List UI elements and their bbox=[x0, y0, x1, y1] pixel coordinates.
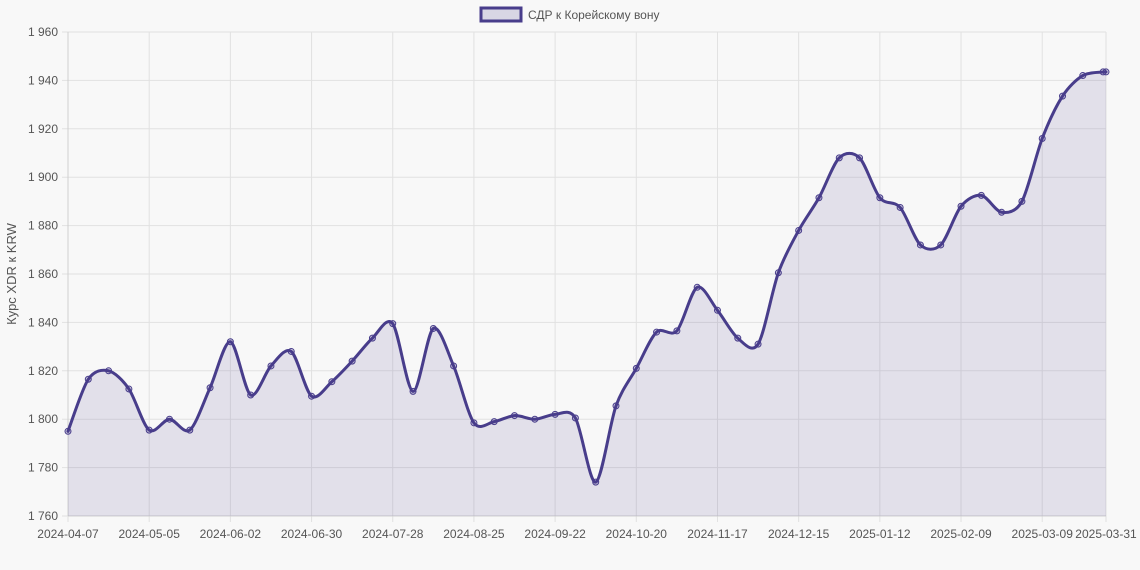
x-tick-label: 2025-02-09 bbox=[930, 527, 992, 541]
x-tick-label: 2025-03-31 bbox=[1075, 527, 1137, 541]
data-point[interactable] bbox=[125, 385, 133, 393]
data-point[interactable] bbox=[774, 269, 782, 277]
data-point[interactable] bbox=[531, 415, 539, 423]
x-tick-label: 2024-08-25 bbox=[443, 527, 505, 541]
data-point[interactable] bbox=[896, 203, 904, 211]
data-point[interactable] bbox=[145, 426, 153, 434]
data-point[interactable] bbox=[1059, 92, 1067, 100]
data-point[interactable] bbox=[713, 306, 721, 314]
y-tick-label: 1 840 bbox=[28, 315, 58, 329]
x-axis-ticks: 2024-04-07 2024-05-05 2024-06-02 2024-06-30… bbox=[37, 527, 1137, 541]
data-point[interactable] bbox=[693, 283, 701, 291]
legend-swatch[interactable] bbox=[479, 6, 523, 23]
data-point[interactable] bbox=[328, 378, 336, 386]
x-tick-label: 2024-11-17 bbox=[687, 527, 748, 541]
y-tick-label: 1 760 bbox=[28, 509, 58, 523]
data-point[interactable] bbox=[247, 391, 255, 399]
data-point[interactable] bbox=[998, 208, 1006, 216]
data-point[interactable] bbox=[632, 364, 640, 372]
y-axis-title: Курс XDR к KRW bbox=[4, 222, 19, 324]
data-point[interactable] bbox=[1102, 68, 1110, 76]
y-tick-label: 1 800 bbox=[28, 412, 58, 426]
y-tick-label: 1 920 bbox=[28, 122, 58, 136]
x-tick-label: 2024-06-30 bbox=[281, 527, 343, 541]
data-point[interactable] bbox=[876, 194, 884, 202]
x-tick-label: 2025-01-12 bbox=[849, 527, 911, 541]
y-tick-label: 1 940 bbox=[28, 73, 58, 87]
data-point[interactable] bbox=[308, 392, 316, 400]
x-tick-label: 2024-12-15 bbox=[768, 527, 830, 541]
data-point[interactable] bbox=[206, 384, 214, 392]
x-tick-label: 2024-05-05 bbox=[118, 527, 180, 541]
y-axis-ticks: 1 760 1 780 1 800 1 820 1 840 1 860 1 880 1 900… bbox=[28, 25, 58, 523]
data-point[interactable] bbox=[734, 334, 742, 342]
data-point[interactable] bbox=[916, 241, 924, 249]
data-point[interactable] bbox=[511, 412, 519, 420]
data-point[interactable] bbox=[937, 241, 945, 249]
data-point[interactable] bbox=[450, 362, 458, 370]
data-point[interactable] bbox=[957, 202, 965, 210]
data-point[interactable] bbox=[653, 328, 661, 336]
data-point[interactable] bbox=[754, 340, 762, 348]
y-tick-label: 1 960 bbox=[28, 25, 58, 39]
data-point[interactable] bbox=[592, 478, 600, 486]
x-tick-label: 2024-07-28 bbox=[362, 527, 424, 541]
data-point[interactable] bbox=[226, 338, 234, 346]
data-point[interactable] bbox=[490, 418, 498, 426]
data-point[interactable] bbox=[186, 426, 194, 434]
data-point[interactable] bbox=[287, 347, 295, 355]
data-point[interactable] bbox=[368, 334, 376, 342]
legend-label[interactable]: СДР к Корейскому вону bbox=[528, 8, 659, 22]
data-point[interactable] bbox=[165, 415, 173, 423]
area-fill bbox=[68, 71, 1106, 517]
data-point[interactable] bbox=[409, 387, 417, 395]
data-point[interactable] bbox=[1018, 197, 1026, 205]
data-point[interactable] bbox=[835, 154, 843, 162]
data-point[interactable] bbox=[977, 191, 985, 199]
series-line bbox=[66, 70, 1108, 484]
data-point[interactable] bbox=[105, 367, 113, 375]
data-point[interactable] bbox=[815, 194, 823, 202]
y-tick-label: 1 780 bbox=[28, 461, 58, 475]
data-point[interactable] bbox=[551, 410, 559, 418]
data-point[interactable] bbox=[429, 324, 437, 332]
y-tick-label: 1 860 bbox=[28, 267, 58, 281]
x-tick-label: 2024-09-22 bbox=[524, 527, 586, 541]
data-point[interactable] bbox=[673, 327, 681, 335]
data-point[interactable] bbox=[612, 402, 620, 410]
data-points bbox=[64, 68, 1110, 486]
x-tick-label: 2024-04-07 bbox=[37, 527, 99, 541]
data-point[interactable] bbox=[64, 427, 72, 435]
x-tick-label: 2024-06-02 bbox=[200, 527, 262, 541]
data-point[interactable] bbox=[795, 226, 803, 234]
x-tick-label: 2025-03-09 bbox=[1012, 527, 1074, 541]
data-point[interactable] bbox=[84, 375, 92, 383]
grid bbox=[62, 31, 1107, 522]
data-point[interactable] bbox=[348, 357, 356, 365]
data-point[interactable] bbox=[1038, 134, 1046, 142]
data-point[interactable] bbox=[389, 320, 397, 328]
y-tick-label: 1 880 bbox=[28, 219, 58, 233]
data-point[interactable] bbox=[470, 419, 478, 427]
series-area bbox=[68, 71, 1106, 517]
data-point[interactable] bbox=[267, 362, 275, 370]
data-point[interactable] bbox=[571, 414, 579, 422]
x-tick-label: 2024-10-20 bbox=[606, 527, 668, 541]
data-point[interactable] bbox=[1079, 72, 1087, 80]
series-lines bbox=[66, 70, 1108, 484]
y-tick-label: 1 900 bbox=[28, 170, 58, 184]
y-tick-label: 1 820 bbox=[28, 364, 58, 378]
data-point[interactable] bbox=[856, 154, 864, 162]
legend[interactable]: СДР к Корейскому вону bbox=[479, 6, 659, 23]
